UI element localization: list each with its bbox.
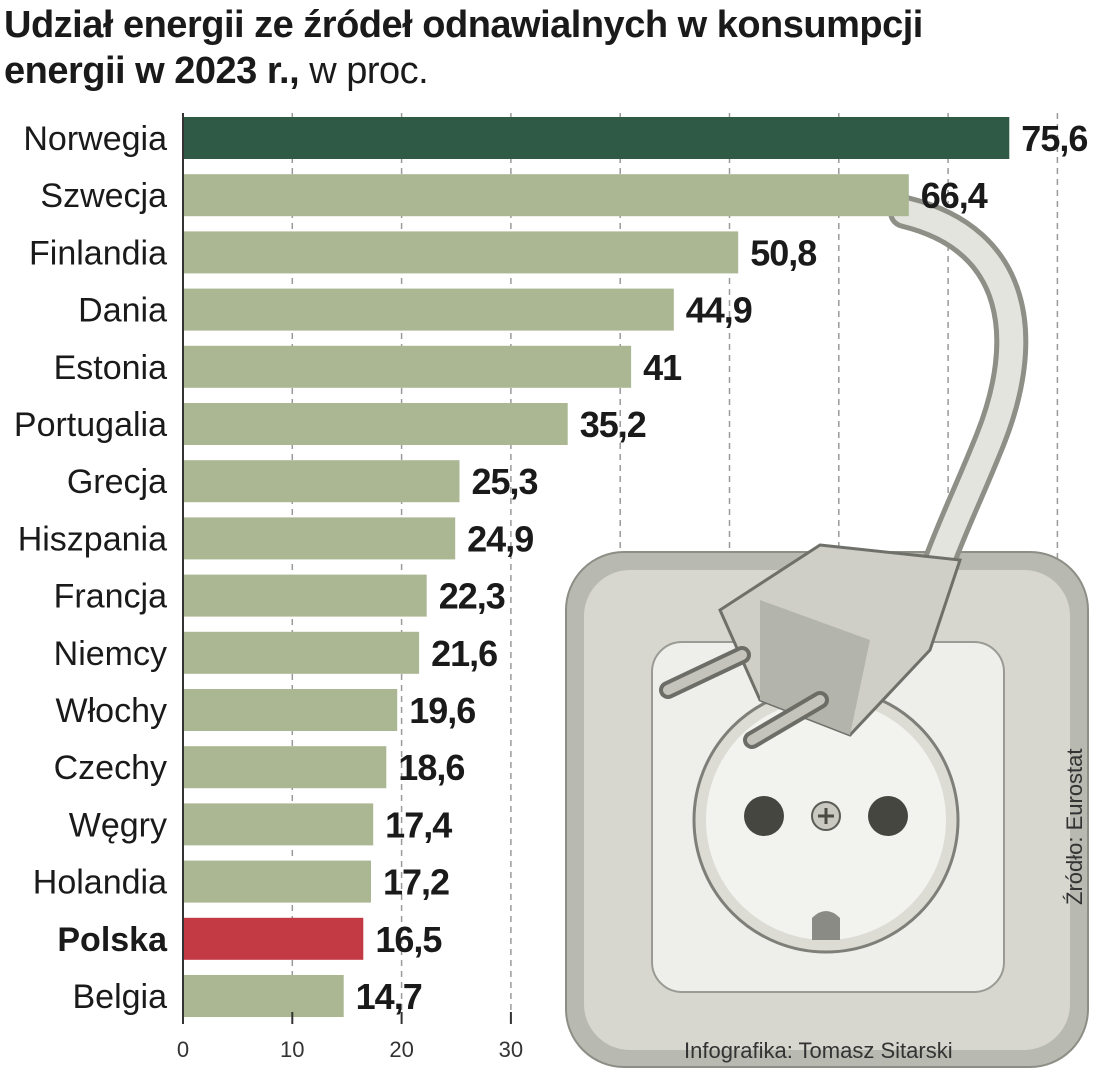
category-label-polska: Polska [57, 921, 168, 959]
value-label-włochy: 19,6 [409, 690, 475, 731]
category-labels: Norwegia Szwecja Finlandia Dania Estonia Port… [14, 120, 168, 1016]
bar-belgia [183, 975, 344, 1017]
socket-plug-illustration [565, 195, 1089, 1068]
category-label-hiszpania: Hiszpania [18, 520, 167, 558]
category-label-norwegia: Norwegia [23, 120, 167, 158]
value-label-finlandia: 50,8 [750, 232, 816, 273]
category-label-szwecja: Szwecja [40, 177, 167, 215]
value-label-francja: 22,3 [439, 576, 505, 617]
chart-title-main: Udział energii ze źródeł odnawialnych w … [4, 4, 923, 92]
value-label-norwegia: 75,6 [1021, 118, 1087, 159]
bar-hiszpania [183, 517, 456, 560]
value-label-belgia: 14,7 [356, 976, 422, 1017]
value-label-niemcy: 21,6 [431, 633, 497, 674]
category-label-belgia: Belgia [72, 978, 167, 1016]
credit-note: Infografika: Tomasz Sitarski [684, 1038, 953, 1063]
value-label-hiszpania: 24,9 [467, 518, 533, 559]
bar-szwecja [183, 174, 909, 217]
tick-label-10: 10 [280, 1037, 304, 1062]
category-label-niemcy: Niemcy [54, 635, 167, 673]
bar-czechy [183, 746, 387, 789]
category-label-portugalia: Portugalia [14, 406, 167, 444]
tick-label-20: 20 [389, 1037, 413, 1062]
category-label-finlandia: Finlandia [29, 234, 167, 272]
bar-francja [183, 574, 427, 617]
bar-finlandia [183, 231, 739, 274]
value-label-szwecja: 66,4 [921, 175, 988, 216]
chart-title: Udział energii ze źródeł odnawialnych w … [4, 2, 1004, 94]
value-label-węgry: 17,4 [385, 804, 452, 845]
category-label-holandia: Holandia [33, 864, 167, 902]
value-label-estonia: 41 [643, 347, 682, 388]
tick-label-30: 30 [499, 1037, 523, 1062]
value-label-polska: 16,5 [375, 919, 442, 960]
bar-holandia [183, 860, 371, 903]
bars [183, 117, 1010, 1017]
bar-niemcy [183, 631, 420, 674]
value-labels: 75,6 66,4 50,8 44,941 35,2 25,3 24,9 22,3 21,6 19… [356, 118, 1089, 1017]
bar-dania [183, 288, 674, 331]
chart-title-unit: w proc. [309, 50, 429, 92]
source-note: Źródło: Eurostat [1062, 748, 1087, 905]
category-label-czechy: Czechy [54, 749, 167, 787]
category-label-węgry: Węgry [69, 806, 167, 844]
bar-grecja [183, 460, 460, 503]
bar-estonia [183, 345, 632, 388]
value-label-portugalia: 35,2 [580, 404, 646, 445]
value-label-czechy: 18,6 [398, 747, 464, 788]
category-label-grecja: Grecja [67, 463, 167, 501]
category-label-włochy: Włochy [56, 692, 167, 730]
bar-norwegia [183, 117, 1010, 159]
value-label-dania: 44,9 [686, 290, 752, 331]
category-label-dania: Dania [78, 292, 167, 330]
tick-label-0: 0 [177, 1037, 189, 1062]
bar-polska [183, 917, 364, 960]
bar-portugalia [183, 403, 568, 445]
category-label-francja: Francja [54, 578, 167, 616]
bar-włochy [183, 689, 398, 731]
category-label-estonia: Estonia [54, 349, 167, 387]
x-axis-ticks: 0 10 20 30 [177, 1012, 523, 1062]
bar-węgry [183, 803, 374, 846]
value-label-holandia: 17,2 [383, 862, 449, 903]
value-label-grecja: 25,3 [472, 461, 538, 502]
